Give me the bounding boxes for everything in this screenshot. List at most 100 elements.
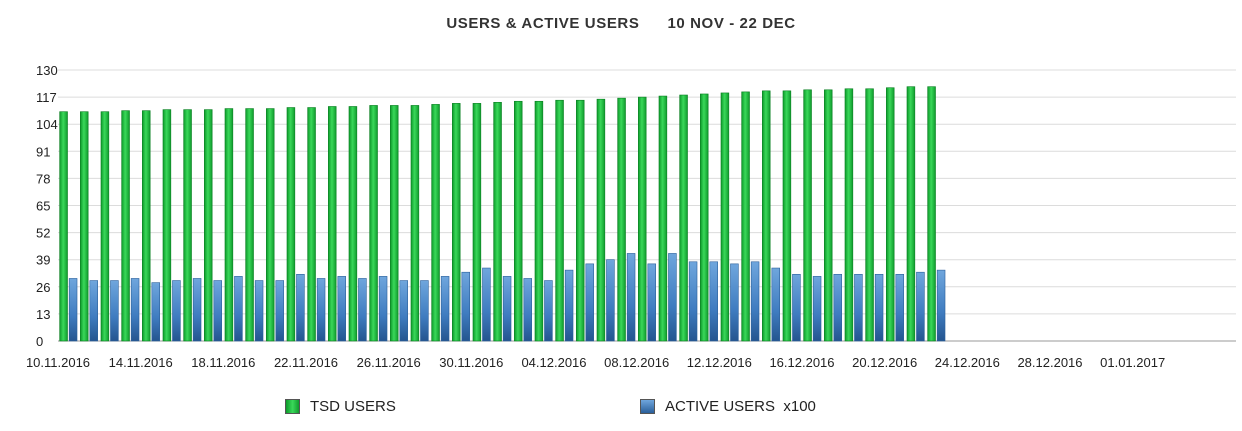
bar-tsd-users[interactable] [824, 89, 833, 342]
bar-active-users[interactable] [316, 278, 326, 342]
bar-tsd-users[interactable] [782, 90, 792, 342]
bar-tsd-users[interactable] [142, 110, 151, 342]
y-tick-label: 39 [36, 253, 50, 268]
bar-tsd-users[interactable] [452, 103, 461, 342]
bar-tsd-users[interactable] [162, 109, 172, 342]
bar-active-users[interactable] [523, 278, 532, 342]
bar-tsd-users[interactable] [865, 88, 874, 342]
bar-active-users[interactable] [936, 269, 946, 342]
bar-active-users[interactable] [730, 263, 739, 342]
bar-active-users[interactable] [337, 276, 346, 342]
bar-active-users[interactable] [440, 276, 450, 342]
bar-tsd-users[interactable] [514, 100, 523, 342]
bar-active-users[interactable] [358, 278, 367, 342]
bar-active-users[interactable] [771, 267, 780, 342]
bar-active-users[interactable] [192, 278, 202, 342]
bar-tsd-users[interactable] [555, 99, 564, 342]
bar-tsd-users[interactable] [534, 100, 544, 342]
bar-tsd-users[interactable] [596, 98, 606, 342]
bar-active-users[interactable] [234, 276, 243, 342]
bar-active-users[interactable] [895, 273, 904, 342]
legend-item-active-users[interactable]: ACTIVE USERS x100 [640, 398, 816, 415]
bar-tsd-users[interactable] [906, 86, 916, 342]
bar-tsd-users[interactable] [80, 111, 89, 342]
bar-active-users[interactable] [213, 280, 222, 342]
bar-tsd-users[interactable] [307, 107, 316, 342]
bar-tsd-users[interactable] [886, 87, 895, 342]
bar-active-users[interactable] [916, 271, 925, 342]
x-tick-label: 22.11.2016 [274, 355, 338, 370]
bar-tsd-users[interactable] [348, 106, 358, 342]
bar-active-users[interactable] [668, 253, 677, 342]
y-tick-label: 130 [36, 63, 58, 78]
bar-active-users[interactable] [606, 259, 615, 342]
bar-active-users[interactable] [68, 278, 78, 342]
bar-active-users[interactable] [709, 261, 718, 342]
bar-tsd-users[interactable] [328, 106, 337, 342]
bar-tsd-users[interactable] [369, 105, 378, 342]
bar-tsd-users[interactable] [286, 107, 296, 342]
bar-active-users[interactable] [482, 267, 491, 342]
bar-active-users[interactable] [874, 273, 884, 342]
bar-active-users[interactable] [254, 280, 264, 342]
bar-tsd-users[interactable] [700, 93, 709, 342]
bar-tsd-users[interactable] [720, 92, 730, 342]
bar-active-users[interactable] [833, 273, 842, 342]
bar-active-users[interactable] [110, 280, 119, 342]
bar-active-users[interactable] [296, 273, 305, 342]
bar-active-users[interactable] [172, 280, 181, 342]
legend-item-tsd-users[interactable]: TSD USERS [285, 398, 396, 415]
bar-tsd-users[interactable] [183, 109, 192, 342]
bar-tsd-users[interactable] [410, 105, 420, 342]
bar-active-users[interactable] [420, 280, 429, 342]
bar-tsd-users[interactable] [658, 95, 668, 342]
bar-tsd-users[interactable] [617, 97, 626, 342]
bar-active-users[interactable] [461, 271, 470, 342]
bar-tsd-users[interactable] [390, 105, 399, 342]
bar-active-users[interactable] [275, 280, 284, 342]
bar-active-users[interactable] [585, 263, 594, 342]
bar-tsd-users[interactable] [679, 94, 688, 342]
bar-tsd-users[interactable] [844, 88, 854, 342]
bar-tsd-users[interactable] [472, 103, 482, 342]
bar-active-users[interactable] [89, 280, 98, 342]
bar-tsd-users[interactable] [927, 86, 936, 342]
bar-tsd-users[interactable] [121, 110, 130, 342]
legend-swatch-active-users [640, 399, 655, 414]
bar-active-users[interactable] [151, 282, 160, 342]
bar-active-users[interactable] [750, 261, 760, 342]
bar-active-users[interactable] [812, 276, 822, 342]
bar-active-users[interactable] [626, 253, 636, 342]
bar-tsd-users[interactable] [245, 108, 254, 342]
bar-tsd-users[interactable] [59, 111, 68, 342]
bar-active-users[interactable] [502, 276, 512, 342]
bar-tsd-users[interactable] [224, 108, 234, 342]
bar-tsd-users[interactable] [431, 104, 440, 342]
bar-active-users[interactable] [647, 263, 656, 342]
bar-tsd-users[interactable] [266, 108, 275, 342]
chart-title: USERS & ACTIVE USERS 10 NOV - 22 DEC [0, 15, 1242, 32]
bar-tsd-users[interactable] [576, 99, 585, 342]
bar-tsd-users[interactable] [204, 109, 213, 342]
bar-tsd-users[interactable] [638, 96, 647, 342]
x-tick-label: 16.12.2016 [769, 355, 834, 370]
bar-active-users[interactable] [854, 273, 863, 342]
bar-active-users[interactable] [399, 280, 408, 342]
bar-active-users[interactable] [564, 269, 574, 342]
bar-active-users[interactable] [544, 280, 553, 342]
bar-active-users[interactable] [688, 261, 698, 342]
bar-active-users[interactable] [130, 278, 140, 342]
bar-tsd-users[interactable] [493, 102, 502, 342]
bar-tsd-users[interactable] [803, 89, 812, 342]
bar-tsd-users[interactable] [100, 111, 110, 342]
legend-label-active-users: ACTIVE USERS x100 [665, 398, 816, 415]
bar-tsd-users[interactable] [741, 91, 750, 342]
x-tick-label: 12.12.2016 [687, 355, 752, 370]
bar-active-users[interactable] [792, 273, 801, 342]
y-tick-label: 91 [36, 144, 50, 159]
x-tick-label: 20.12.2016 [852, 355, 917, 370]
bar-active-users[interactable] [378, 276, 388, 342]
bar-tsd-users[interactable] [762, 90, 771, 342]
y-tick-label: 0 [36, 334, 43, 349]
